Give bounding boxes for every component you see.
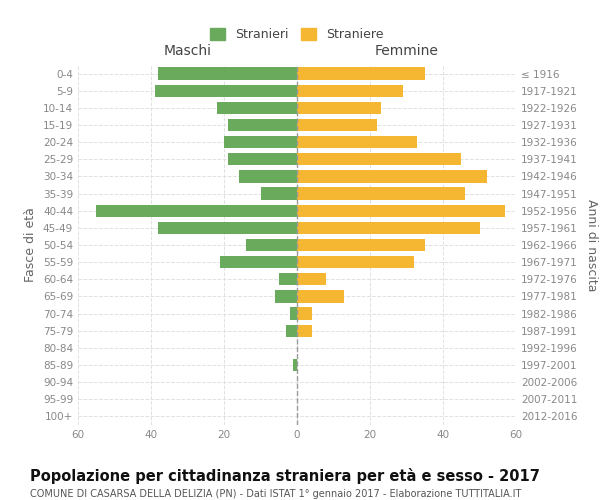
Bar: [286, 324, 297, 337]
Bar: [96, 204, 297, 217]
Bar: [297, 84, 403, 97]
Bar: [260, 188, 297, 200]
Bar: [297, 290, 344, 302]
Bar: [297, 119, 377, 131]
Bar: [217, 102, 297, 114]
Legend: Stranieri, Straniere: Stranieri, Straniere: [206, 24, 388, 45]
Bar: [279, 273, 297, 285]
Bar: [297, 308, 311, 320]
Bar: [227, 119, 297, 131]
Y-axis label: Anni di nascita: Anni di nascita: [584, 198, 598, 291]
Text: COMUNE DI CASARSA DELLA DELIZIA (PN) - Dati ISTAT 1° gennaio 2017 - Elaborazione: COMUNE DI CASARSA DELLA DELIZIA (PN) - D…: [30, 489, 521, 499]
Bar: [158, 222, 297, 234]
Bar: [290, 308, 297, 320]
Bar: [297, 239, 425, 251]
Text: Maschi: Maschi: [163, 44, 212, 58]
Bar: [297, 204, 505, 217]
Text: Femmine: Femmine: [374, 44, 439, 58]
Bar: [297, 222, 479, 234]
Bar: [293, 359, 297, 371]
Bar: [275, 290, 297, 302]
Text: Popolazione per cittadinanza straniera per età e sesso - 2017: Popolazione per cittadinanza straniera p…: [30, 468, 540, 483]
Bar: [297, 102, 381, 114]
Bar: [239, 170, 297, 182]
Bar: [246, 239, 297, 251]
Bar: [297, 188, 465, 200]
Bar: [155, 84, 297, 97]
Bar: [297, 153, 461, 166]
Y-axis label: Fasce di età: Fasce di età: [25, 208, 37, 282]
Bar: [297, 324, 311, 337]
Bar: [227, 153, 297, 166]
Bar: [297, 136, 418, 148]
Bar: [297, 273, 326, 285]
Bar: [297, 68, 425, 80]
Bar: [297, 170, 487, 182]
Bar: [297, 256, 414, 268]
Bar: [158, 68, 297, 80]
Bar: [224, 136, 297, 148]
Bar: [220, 256, 297, 268]
